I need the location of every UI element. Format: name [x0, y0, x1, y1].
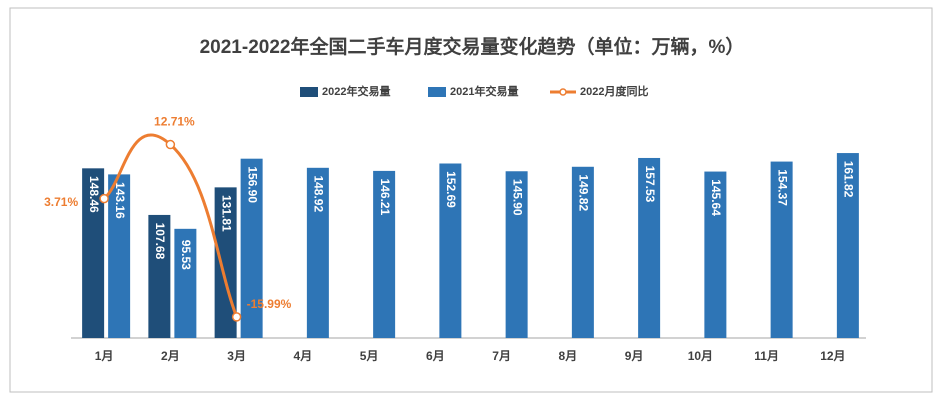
data-label: 12.71% — [154, 115, 195, 129]
chart-frame — [9, 7, 933, 393]
bar — [770, 161, 793, 338]
bar — [505, 171, 528, 338]
data-label: 95.53 — [179, 240, 193, 270]
data-label: 157.53 — [643, 166, 657, 203]
line-marker — [165, 139, 176, 150]
legend-label: 2022月度同比 — [580, 84, 648, 98]
bar — [174, 228, 197, 338]
bar — [373, 170, 396, 338]
data-label: 154.37 — [775, 169, 789, 206]
bar — [108, 174, 131, 338]
bar — [571, 166, 594, 338]
data-label: 156.90 — [245, 166, 259, 203]
legend-swatch — [300, 87, 318, 97]
data-label: 145.90 — [510, 179, 524, 216]
x-tick-label: 12月 — [820, 349, 845, 363]
data-label: 131.81 — [219, 195, 233, 232]
data-label: 146.21 — [378, 179, 392, 216]
x-tick-label: 4月 — [294, 349, 313, 363]
data-label: -15.99% — [247, 297, 292, 311]
x-tick-label: 6月 — [426, 349, 445, 363]
data-label: 161.82 — [842, 161, 856, 198]
legend-label: 2021年交易量 — [450, 84, 518, 98]
bar — [240, 158, 263, 338]
data-label: 152.69 — [444, 171, 458, 208]
line-marker — [231, 312, 242, 322]
legend-marker — [559, 88, 567, 96]
x-tick-label: 10月 — [688, 349, 713, 363]
x-tick-label: 11月 — [754, 349, 779, 363]
data-label: 145.64 — [709, 179, 723, 216]
data-label: 148.46 — [87, 176, 101, 213]
bar — [148, 214, 171, 338]
data-label: 148.92 — [312, 175, 326, 212]
bar — [704, 171, 727, 338]
data-label: 149.82 — [577, 174, 591, 211]
data-label: 143.16 — [113, 182, 127, 219]
x-tick-label: 3月 — [227, 349, 246, 363]
bar — [836, 153, 859, 338]
bar — [82, 168, 105, 338]
x-tick-label: 5月 — [360, 349, 379, 363]
x-tick-label: 9月 — [625, 349, 644, 363]
data-label: 107.68 — [153, 223, 167, 260]
data-label: 3.71% — [44, 195, 78, 209]
x-tick-label: 2月 — [161, 349, 180, 363]
line-marker — [99, 193, 109, 204]
chart-title: 2021-2022年全国二手车月度交易量变化趋势（单位：万辆，%） — [200, 35, 745, 58]
x-tick-label: 8月 — [559, 349, 578, 363]
bar — [306, 167, 329, 338]
legend-label: 2022年交易量 — [322, 84, 390, 98]
bar — [439, 163, 462, 338]
legend-swatch — [428, 87, 446, 97]
x-tick-label: 7月 — [492, 349, 511, 363]
bar — [638, 157, 661, 338]
x-tick-label: 1月 — [95, 349, 114, 363]
